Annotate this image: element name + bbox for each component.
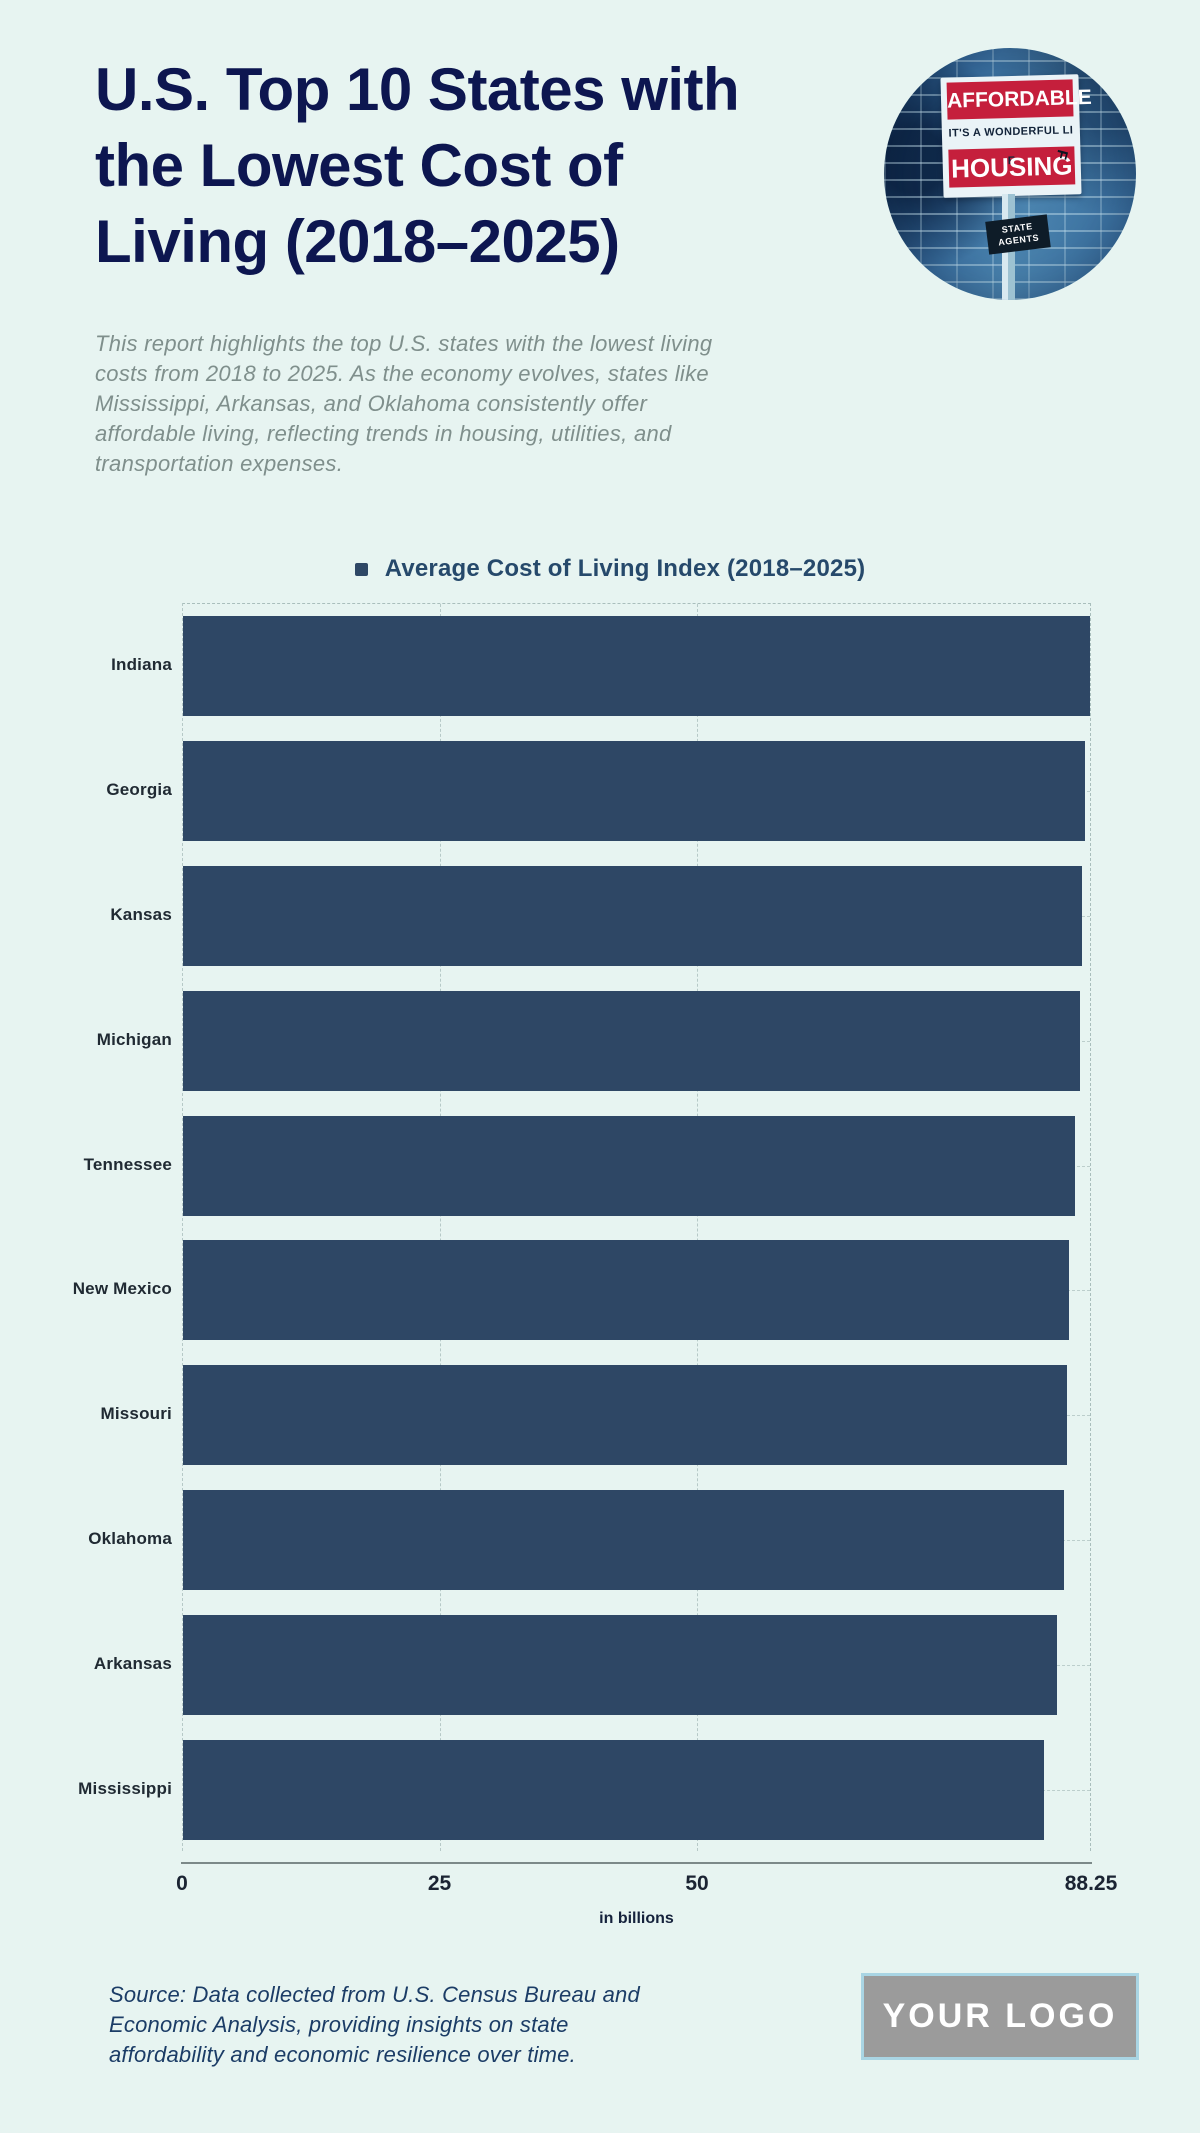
category-axis: Indiana Georgia Kansas Michigan Tennessee New… — [0, 603, 172, 1851]
bar-kansas — [183, 866, 1083, 966]
logo-placeholder: YOUR LOGO — [861, 1973, 1139, 2060]
category-label: Missouri — [100, 1404, 172, 1424]
affordable-housing-photo: AFFORDABLE IT'S A WONDERFUL LI E HOUSING… — [884, 48, 1136, 300]
bar-indiana — [183, 616, 1090, 717]
sign-text-wonderful: IT'S A WONDERFUL LI E — [948, 124, 1074, 167]
category-label: Georgia — [106, 780, 172, 800]
chart-title: Average Cost of Living Index (2018–2025) — [384, 555, 866, 582]
source-note: Source: Data collected from U.S. Census … — [109, 1982, 640, 2067]
sign-text-affordable: AFFORDABLE — [946, 79, 1092, 120]
bar-oklahoma — [183, 1490, 1065, 1590]
category-label: Mississippi — [78, 1778, 172, 1798]
housing-sign: AFFORDABLE IT'S A WONDERFUL LI E HOUSING — [940, 74, 1092, 198]
bar-new-mexico — [183, 1240, 1070, 1341]
page-title: U.S. Top 10 States with the Lowest Cost … — [95, 56, 740, 275]
bar-tennessee — [183, 1115, 1075, 1216]
bar-chart-plot — [182, 603, 1091, 1851]
category-label: Indiana — [111, 655, 172, 675]
bar-georgia — [183, 741, 1085, 842]
bar-mississippi — [183, 1739, 1044, 1840]
state-agents-plate: STATE AGENTS — [985, 214, 1051, 255]
x-axis-line — [181, 1862, 1092, 1864]
category-label: Tennessee — [83, 1154, 172, 1174]
x-axis-ticks: 0 25 50 88.25 — [176, 1872, 1117, 1902]
chart-legend: Average Cost of Living Index (2018–2025) — [10, 555, 1200, 583]
logo-text: YOUR LOGO — [882, 1997, 1118, 2035]
category-label: Michigan — [96, 1029, 172, 1049]
category-label: Kansas — [110, 904, 172, 924]
report-description: This report highlights the top U.S. stat… — [95, 331, 713, 476]
x-tick-label: 50 — [685, 1872, 709, 1895]
x-tick-label: 0 — [176, 1872, 188, 1895]
category-label: Arkansas — [93, 1653, 172, 1673]
bar-missouri — [183, 1365, 1067, 1466]
vertical-gridline — [439, 604, 441, 1851]
vertical-gridline — [696, 604, 698, 1851]
legend-swatch-icon — [354, 562, 368, 576]
bar-michigan — [183, 990, 1080, 1091]
x-tick-label: 25 — [427, 1872, 452, 1895]
x-axis-label: in billions — [599, 1910, 674, 1927]
x-tick-label: 88.25 — [1064, 1872, 1118, 1895]
bar-arkansas — [183, 1614, 1057, 1715]
category-label: New Mexico — [72, 1279, 172, 1299]
category-label: Oklahoma — [88, 1528, 172, 1548]
